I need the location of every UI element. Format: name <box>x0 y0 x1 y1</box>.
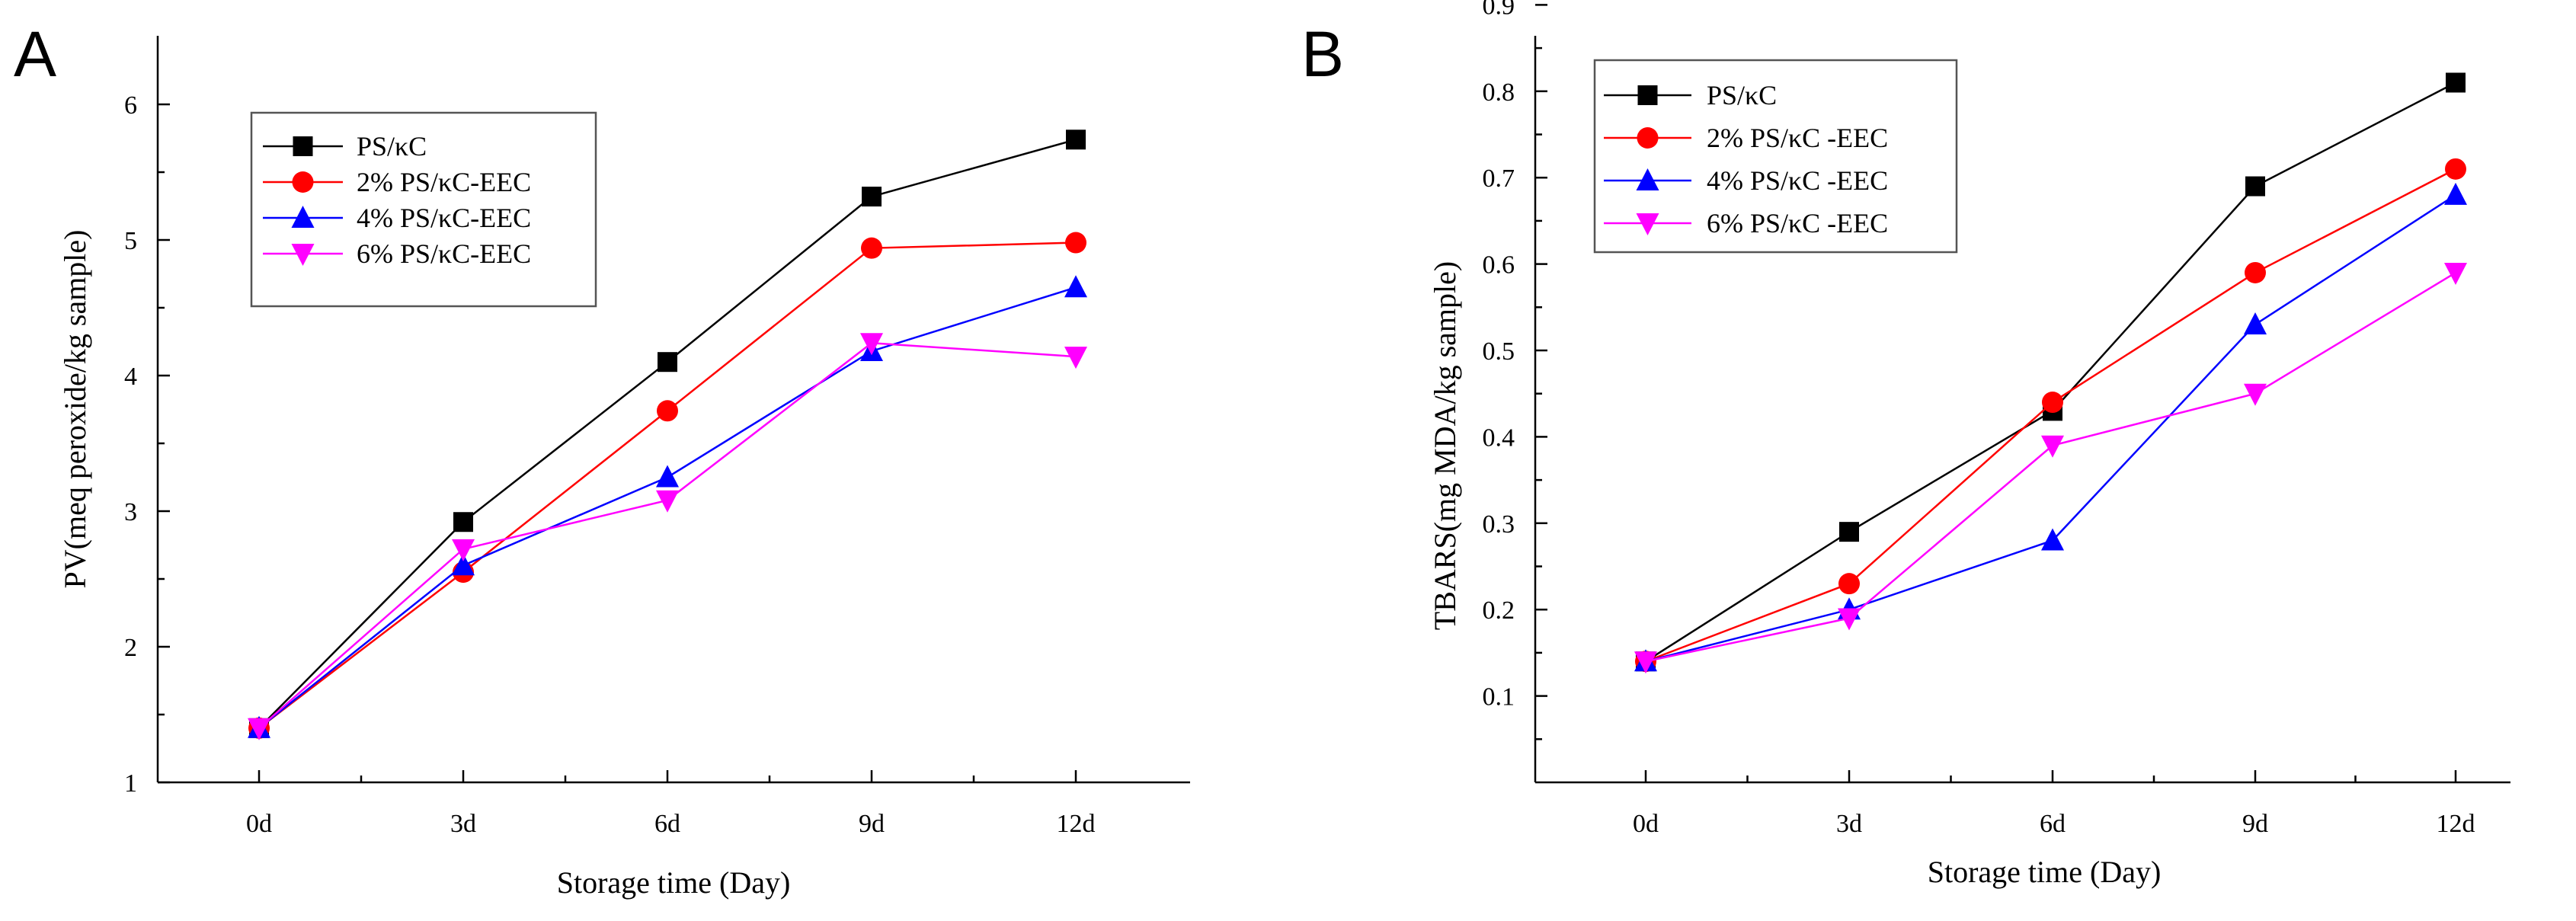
panel-b-series-line <box>1645 193 2456 663</box>
panel-a-legend-label: 4% PS/κC-EEC <box>357 203 531 233</box>
panel-a-x-tick-label: 3d <box>450 810 476 838</box>
panel-a-legend-label: PS/κC <box>357 131 427 161</box>
panel-b-legend-marker <box>1636 168 1659 190</box>
panel-b-data-point <box>2042 392 2063 414</box>
panel-a-data-point <box>656 490 679 513</box>
panel-b-series-line <box>1645 271 2456 663</box>
panel-b-legend: PS/κC 2% PS/κC -EEC 4% PS/κC -EEC 6% PS/κC … <box>1593 59 1958 254</box>
panel-a-data-point <box>1064 347 1087 369</box>
panel-a-legend-marker <box>293 136 313 156</box>
panel-a-series-2 <box>248 275 1087 738</box>
panel-b-y-ticks: 0.1 0.2 0.3 0.4 0.5 0.6 0.7 0.8 0.9 <box>1483 0 1547 740</box>
panel-b-data-point <box>2041 528 2064 551</box>
panel-a-y-axis-title: PV(meq peroxide/kg sample) <box>58 230 92 589</box>
panel-a-data-point <box>452 539 475 561</box>
panel-a-y-tick-label: 2 <box>124 634 137 662</box>
panel-a-x-ticks: 0d 3d 6d 9d 12d <box>246 770 1096 838</box>
panel-b-legend-marker <box>1637 127 1659 149</box>
panel-b-y-tick-label: 0.8 <box>1483 78 1515 107</box>
panel-a-series-3 <box>248 333 1087 740</box>
panel-a-x-tick-label: 6d <box>654 810 680 838</box>
panel-a-data-point <box>452 553 475 576</box>
panel-a-legend: PS/κC 2% PS/κC-EEC 4% PS/κC-EEC 6% PS/κC-EE… <box>250 111 597 308</box>
panel-b-y-tick-label: 0.7 <box>1483 165 1515 193</box>
panel-a-y-ticks: 1 2 3 4 5 6 <box>124 91 170 798</box>
panel-b-legend-marker <box>1637 85 1658 105</box>
panel-a-series <box>248 130 1087 740</box>
panel-a-x-tick-label: 9d <box>859 810 885 838</box>
panel-a-y-tick-label: 3 <box>124 498 137 526</box>
panel-a-y-tick-label: 4 <box>124 363 137 391</box>
panel-b-data-point <box>2444 182 2467 205</box>
panel-b-data-point <box>2446 72 2466 93</box>
panel-a-legend-marker <box>292 171 314 193</box>
panel-a-y-tick-label: 1 <box>124 769 137 798</box>
panel-b-y-tick-label: 0.3 <box>1483 510 1515 539</box>
panel-b-legend-label: PS/κC <box>1707 80 1777 110</box>
panel-a-data-point <box>658 352 677 373</box>
panel-b-y-tick-label: 0.1 <box>1483 683 1515 712</box>
panel-b-legend-marker <box>1636 213 1659 235</box>
panel-a-data-point <box>861 237 882 259</box>
panel-a-letter: A <box>14 18 56 90</box>
panel-b-data-point <box>2245 176 2265 197</box>
panel-a-legend-label: 2% PS/κC-EEC <box>357 167 531 197</box>
panel-b-x-tick-label: 12d <box>2437 810 2475 838</box>
panel-b-data-point <box>2041 435 2064 458</box>
panel-b-data-point <box>2244 312 2267 334</box>
panel-a-data-point <box>453 512 473 532</box>
panel-a-data-point <box>1066 130 1086 150</box>
panel-b-data-point <box>1838 608 1861 631</box>
panel-a-data-point <box>1064 275 1087 298</box>
panel-a-y-tick-label: 6 <box>124 91 137 120</box>
panel-b-y-tick-label: 0.9 <box>1483 0 1515 20</box>
panel-a-legend-label: 6% PS/κC-EEC <box>357 238 531 269</box>
panel-a-data-point <box>862 187 882 207</box>
panel-b-data-point <box>2244 383 2267 406</box>
panel-b-series <box>1634 72 2467 674</box>
panel-b-data-point <box>2245 261 2266 283</box>
panel-b-x-tick-label: 3d <box>1836 810 1862 838</box>
panel-a-x-tick-label: 0d <box>246 810 272 838</box>
panel-b-data-point <box>1839 522 1859 542</box>
panel-b-data-point <box>2445 158 2466 180</box>
panel-b-data-point <box>1838 573 1860 595</box>
panel-a-x-tick-label: 12d <box>1057 810 1096 838</box>
panel-b-x-tick-label: 6d <box>2040 810 2066 838</box>
chart-panel-b: B 0.1 0.2 0.3 0.4 0.5 0.6 0.7 0.8 0.9 0d 3d 6d 9d 12… <box>1301 0 2510 889</box>
panel-b-y-tick-label: 0.4 <box>1483 424 1515 452</box>
panel-b-letter: B <box>1301 18 1344 90</box>
panel-b-series-2 <box>1634 182 2467 672</box>
panel-a-data-point <box>860 333 883 356</box>
panel-a-data-point <box>657 400 678 422</box>
panel-b-y-tick-label: 0.5 <box>1483 337 1515 366</box>
panel-a-data-point <box>656 465 679 488</box>
panel-a-data-point <box>1065 232 1086 254</box>
panel-b-data-point <box>2444 262 2467 285</box>
panel-b-legend-label: 6% PS/κC -EEC <box>1707 208 1888 238</box>
panel-b-x-tick-label: 9d <box>2242 810 2268 838</box>
panel-b-y-tick-label: 0.2 <box>1483 596 1515 625</box>
panel-b-series-3 <box>1634 262 2467 674</box>
panel-a-legend-marker <box>291 206 315 228</box>
panel-b-x-tick-label: 0d <box>1633 810 1659 838</box>
panel-a-y-tick-label: 5 <box>124 227 137 255</box>
panel-a-legend-marker <box>291 244 315 266</box>
panel-a-x-axis-title: Storage time (Day) <box>557 865 791 900</box>
panel-b-y-axis-title: TBARS(mg MDA/kg sample) <box>1428 261 1462 630</box>
panel-a-data-point <box>248 718 270 740</box>
panel-b-y-tick-label: 0.6 <box>1483 251 1515 280</box>
panel-b-legend-label: 4% PS/κC -EEC <box>1707 165 1888 196</box>
panel-b-legend-label: 2% PS/κC -EEC <box>1707 123 1888 153</box>
panel-b-x-ticks: 0d 3d 6d 9d 12d <box>1633 770 2475 838</box>
panel-b-data-point <box>1634 651 1657 674</box>
panel-b-x-axis-title: Storage time (Day) <box>1928 855 2162 889</box>
